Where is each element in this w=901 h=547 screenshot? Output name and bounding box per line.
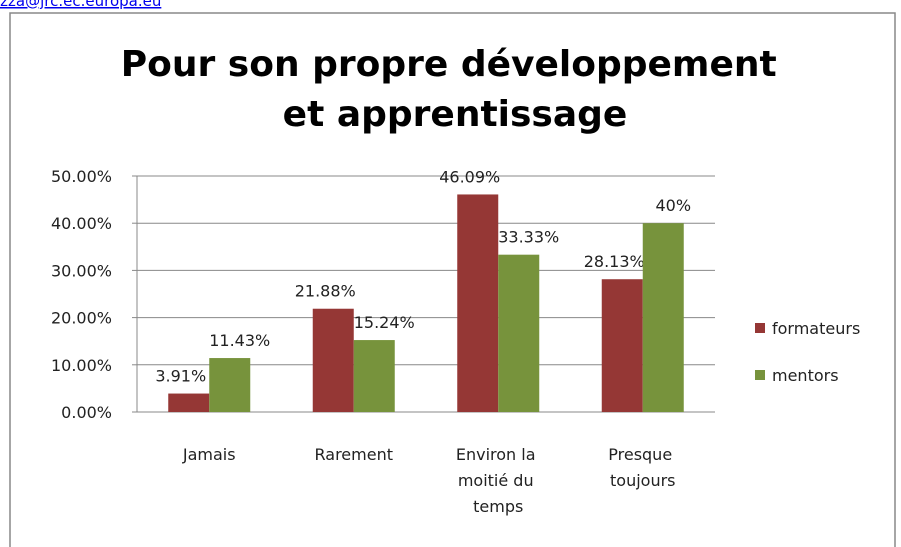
value-label: 3.91% <box>155 367 206 386</box>
value-label: 40% <box>655 196 691 215</box>
bar <box>209 358 251 412</box>
x-tick-label: Presque toujours <box>608 445 677 490</box>
legend-swatch <box>755 370 765 380</box>
value-label: 33.33% <box>498 228 559 247</box>
bar <box>168 393 210 412</box>
legend-label: mentors <box>772 366 839 385</box>
value-label: 15.24% <box>354 313 415 332</box>
value-label: 46.09% <box>439 167 500 186</box>
y-tick-label: 0.00% <box>61 403 112 422</box>
x-tick-label: Rarement <box>315 445 393 464</box>
bar <box>498 254 540 412</box>
y-tick-label: 10.00% <box>51 356 112 375</box>
y-tick-label: 50.00% <box>51 167 112 186</box>
x-tick-label: Environ la moitié du temps <box>456 445 541 516</box>
bar <box>642 223 684 412</box>
value-label: 11.43% <box>209 331 270 350</box>
y-tick-label: 40.00% <box>51 214 112 233</box>
y-tick-label: 20.00% <box>51 309 112 328</box>
y-tick-label: 30.00% <box>51 261 112 280</box>
chart-title: Pour son propre développement et apprent… <box>121 44 789 135</box>
x-tick-label: Jamais <box>182 445 236 464</box>
chart-frame <box>9 12 896 547</box>
value-label: 21.88% <box>295 282 356 301</box>
bar <box>312 308 354 412</box>
bar <box>457 194 499 412</box>
bar <box>601 279 643 412</box>
legend-label: formateurs <box>772 319 860 338</box>
value-label: 28.13% <box>584 252 645 271</box>
email-link[interactable]: izza@jrc.ec.europa.eu <box>0 0 161 10</box>
bar <box>353 340 395 412</box>
legend-swatch <box>755 323 765 333</box>
